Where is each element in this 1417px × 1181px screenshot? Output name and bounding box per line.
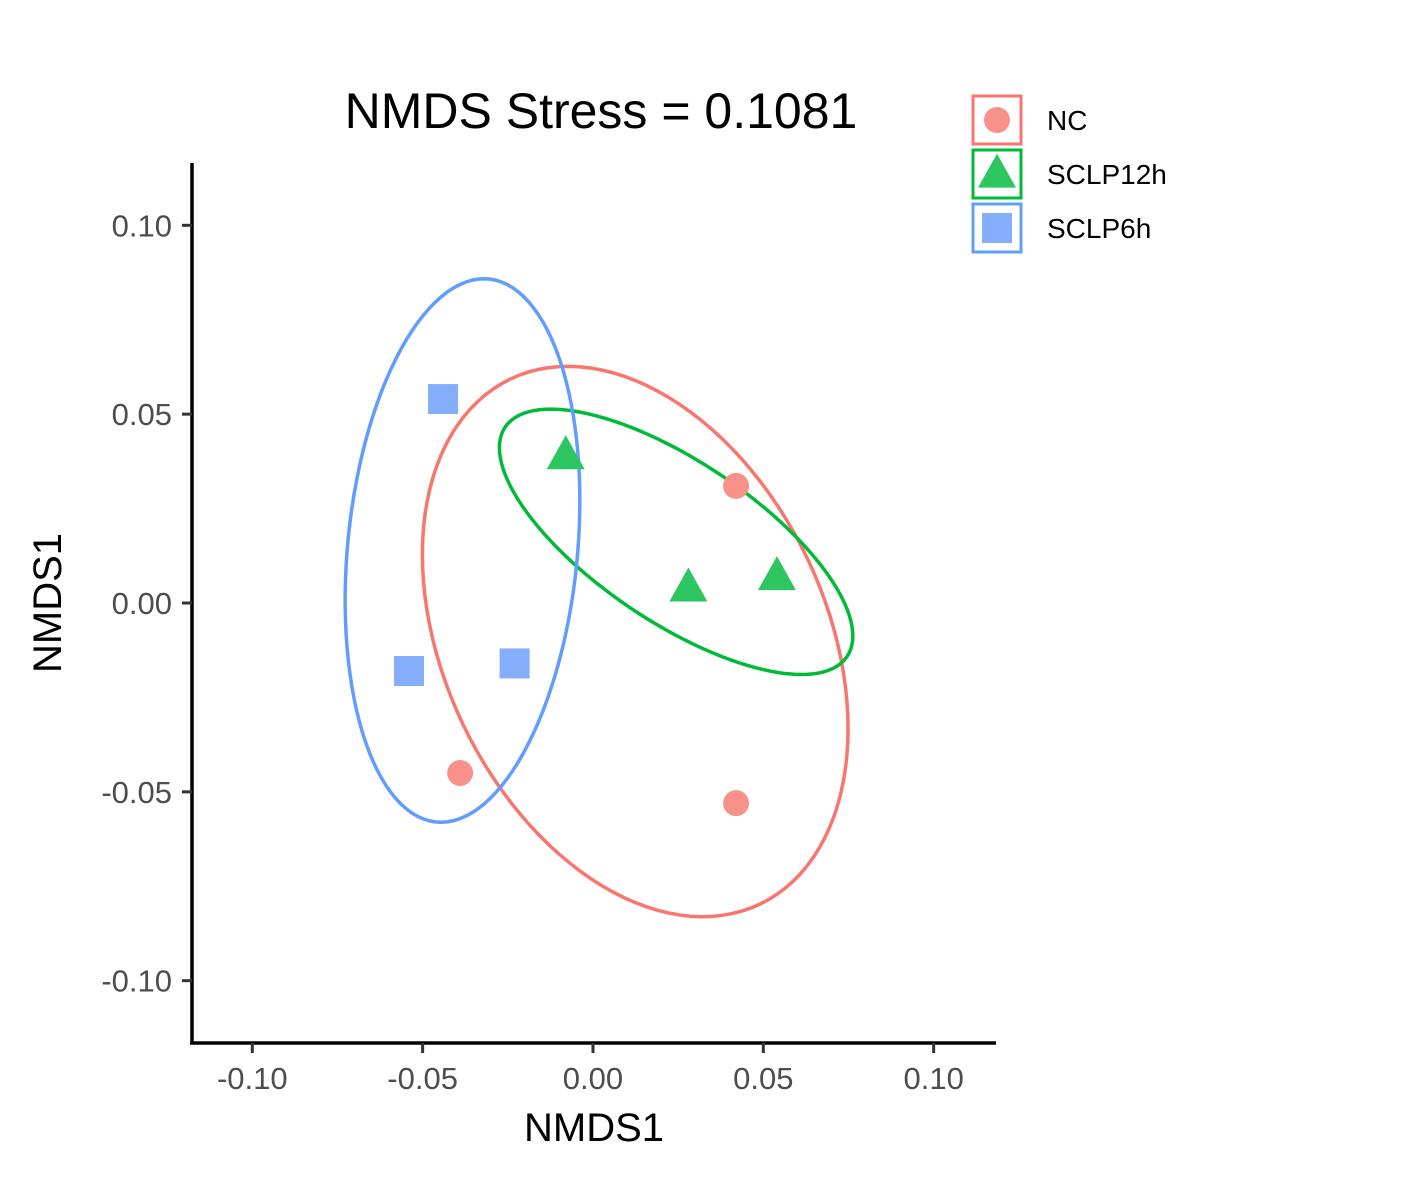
- x-tick-label: 0.10: [903, 1061, 963, 1096]
- x-tick-label: 0.00: [563, 1061, 623, 1096]
- point-sclp12h-1: [546, 435, 585, 470]
- data-points: [394, 384, 796, 817]
- point-sclp12h-2: [669, 567, 708, 602]
- legend-label-sclp6h: SCLP6h: [1047, 213, 1151, 244]
- legend-marker-sclp12h: [978, 153, 1016, 188]
- ellipse-sclp6h: [343, 277, 582, 824]
- y-tick-label: -0.05: [101, 775, 172, 810]
- legend-marker-sclp6h: [982, 213, 1012, 243]
- x-axis-ticks: -0.10 -0.05 0.00 0.05 0.10: [217, 1043, 964, 1096]
- y-tick-label: -0.10: [101, 964, 172, 999]
- y-axis-title: NMDS1: [26, 533, 70, 673]
- x-axis-title: NMDS1: [524, 1106, 664, 1150]
- legend-key-sclp12h: [971, 148, 1023, 200]
- point-nc-2: [447, 759, 474, 786]
- point-sclp6h-1: [428, 384, 459, 415]
- point-nc-1: [723, 472, 750, 499]
- legend-label-nc: NC: [1047, 105, 1087, 136]
- legend-key-sclp6h: [971, 202, 1023, 254]
- y-tick-label: 0.05: [112, 397, 172, 432]
- chart-title: NMDS Stress = 0.1081: [345, 83, 858, 139]
- ellipse-sclp12h: [497, 407, 855, 677]
- legend: NC SCLP12h SCLP6h: [971, 94, 1167, 254]
- ellipse-nc: [420, 364, 850, 919]
- point-sclp6h-2: [394, 655, 425, 686]
- point-sclp6h-3: [499, 648, 530, 679]
- x-tick-label: -0.10: [217, 1061, 288, 1096]
- y-axis-ticks: -0.10 -0.05 0.00 0.05 0.10: [101, 208, 192, 999]
- y-tick-label: 0.00: [112, 586, 172, 621]
- point-sclp12h-3: [757, 556, 796, 591]
- confidence-ellipses: [343, 277, 855, 919]
- legend-key-nc: [971, 94, 1023, 146]
- x-tick-label: 0.05: [733, 1061, 793, 1096]
- point-nc-3: [723, 790, 750, 817]
- x-tick-label: -0.05: [387, 1061, 458, 1096]
- legend-label-sclp12h: SCLP12h: [1047, 159, 1167, 190]
- legend-marker-nc: [984, 107, 1010, 133]
- y-tick-label: 0.10: [112, 208, 172, 243]
